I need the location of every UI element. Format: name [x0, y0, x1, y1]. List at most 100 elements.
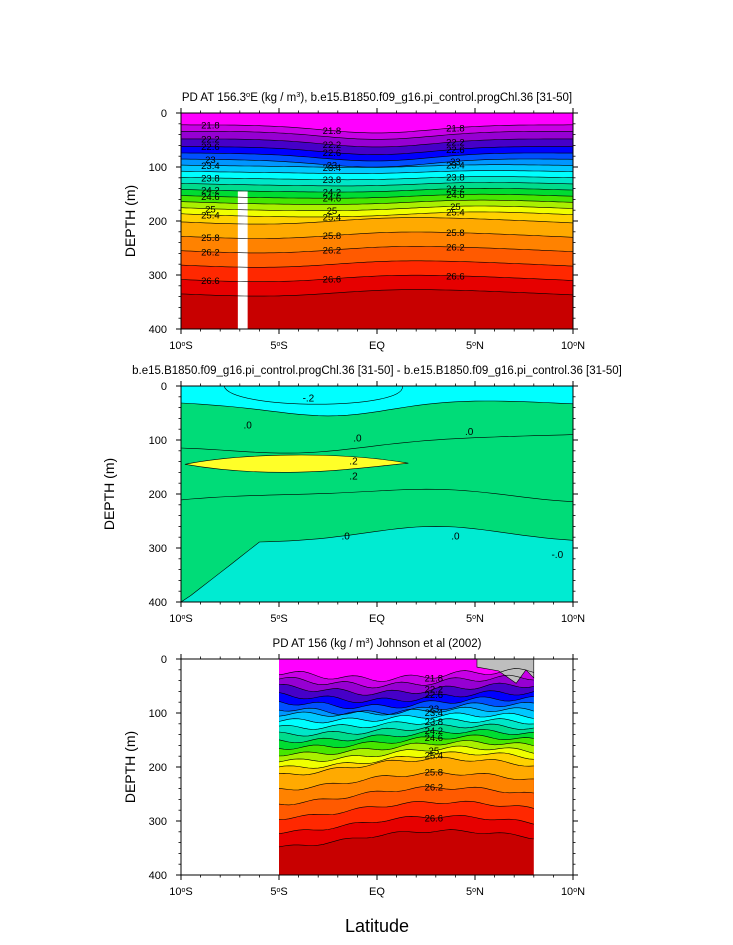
contour-line — [278, 800, 534, 820]
panel-1-title: PD AT 156.3oE (kg / m3), b.e15.B1850.f09… — [182, 90, 572, 105]
contour-line — [278, 668, 534, 682]
contour-label: 24.2 — [425, 726, 444, 737]
y-tick-label: 400 — [149, 324, 167, 336]
contour-label: 25 — [205, 204, 216, 215]
contour-line — [278, 718, 534, 730]
contour-line — [278, 751, 534, 769]
contour-label: 23.8 — [323, 175, 342, 186]
panel-3-x-axis: 10oS 5oS EQ 5oN 10oN — [169, 654, 585, 898]
contour-label: 26.6 — [446, 271, 465, 282]
contour-label: 24.6 — [446, 190, 465, 201]
contour-line — [181, 138, 573, 148]
contour-label: -.0 — [551, 550, 563, 561]
panel-3-y-axis: 0 100 200 300 400 — [149, 654, 578, 882]
contour-label: 26.2 — [425, 783, 444, 794]
contour-line — [181, 231, 573, 239]
contour-line — [181, 182, 573, 187]
panel-1-field — [181, 113, 573, 329]
field-band — [181, 113, 573, 133]
contour-label: 24.2 — [201, 186, 220, 197]
panel-1-x-axis: 10oS 5oS EQ 5oN 10oN — [169, 108, 585, 352]
y-tick-label: 400 — [149, 597, 167, 609]
contour-label: 23 — [327, 161, 338, 172]
contour-label: 21.8 — [323, 126, 342, 137]
contour-label: 23.8 — [425, 717, 444, 728]
field-band — [223, 386, 403, 405]
panel-2-field — [181, 386, 573, 602]
contour-label: .2 — [349, 457, 358, 468]
contour-line — [278, 696, 534, 710]
panel-3: PD AT 156 (kg / m3) Johnson et al (2002)… — [122, 636, 585, 899]
contour-label: 25.8 — [201, 233, 220, 244]
contour-label: 23.8 — [446, 172, 465, 183]
contour-label: 26.2 — [446, 243, 465, 254]
contour-line — [278, 786, 534, 806]
contour-line — [278, 815, 534, 834]
contour-line — [278, 701, 534, 715]
contour-line — [181, 260, 573, 268]
contour-label: 23 — [205, 155, 216, 166]
contour-label: 23.8 — [201, 173, 220, 184]
contour-line — [181, 199, 573, 205]
contour-label: 25.8 — [425, 767, 444, 778]
y-tick-label: 200 — [149, 762, 167, 774]
contour-line — [181, 187, 573, 193]
panel-2: b.e15.B1850.f09_g16.pi_control.progChl.3… — [101, 365, 622, 625]
panel-1-ylabel: DEPTH (m) — [122, 185, 138, 257]
contour-label: 22.2 — [201, 134, 220, 145]
contour-label: .0 — [353, 433, 362, 444]
contour-label: 22.2 — [446, 137, 465, 148]
figure-xlabel: Latitude — [345, 916, 409, 936]
y-tick-label: 300 — [149, 543, 167, 555]
contour-label: 22.6 — [425, 690, 444, 701]
x-tick-label: EQ — [369, 613, 385, 625]
contour-line — [181, 193, 573, 199]
contour-label: 23.4 — [201, 161, 220, 172]
x-tick-label: 5oN — [466, 613, 484, 625]
contour-line — [181, 211, 573, 218]
contour-label: 22.6 — [201, 142, 220, 153]
panel-3-field — [279, 659, 535, 875]
contour-label: 21.8 — [446, 123, 465, 134]
contour-label: 23.4 — [425, 708, 444, 719]
x-tick-label: 5oS — [270, 613, 287, 625]
contour-line — [278, 734, 534, 750]
y-tick-label: 0 — [161, 381, 167, 393]
contour-label: 24.2 — [446, 184, 465, 195]
panel-3-ylabel: DEPTH (m) — [122, 731, 138, 803]
contour-line — [278, 729, 534, 744]
panel-2-contour-labels: -.2 .0 .0 .0 .2 .2 .0 .0 -.0 — [243, 393, 563, 561]
x-tick-label: EQ — [369, 886, 385, 898]
contour-line — [278, 706, 534, 717]
contour-label: 26.6 — [425, 814, 444, 825]
x-tick-label: 10oN — [561, 613, 585, 625]
contour-line — [278, 682, 534, 696]
contour-label: 23 — [450, 157, 461, 168]
contour-label: 23.4 — [446, 161, 465, 172]
panel-2-y-axis: 0 100 200 300 400 — [149, 381, 578, 609]
x-tick-label: 5oN — [466, 886, 484, 898]
contour-label: 22.2 — [323, 140, 342, 151]
contour-line — [181, 400, 573, 417]
contour-line — [278, 674, 534, 689]
y-tick-label: 100 — [149, 708, 167, 720]
contour-line — [181, 488, 573, 502]
contour-label: 21.8 — [425, 674, 444, 685]
x-tick-label: 5oS — [270, 886, 287, 898]
contour-label: 24.6 — [425, 733, 444, 744]
panel-1-contours — [181, 124, 573, 297]
contour-label: 22.6 — [323, 148, 342, 159]
contour-line — [181, 246, 573, 254]
x-tick-label: 10oS — [169, 340, 193, 352]
x-tick-label: 10oN — [561, 886, 585, 898]
contour-label: 22.6 — [446, 145, 465, 156]
panel-2-x-axis: 10oS 5oS EQ 5oN 10oN — [169, 381, 585, 625]
contour-label: 25.8 — [446, 228, 465, 239]
positive-anomaly — [184, 454, 409, 473]
x-tick-label: 10oN — [561, 340, 585, 352]
contour-label: 26.2 — [201, 247, 220, 258]
contour-label: 25.4 — [425, 751, 444, 762]
contour-line — [278, 745, 534, 763]
